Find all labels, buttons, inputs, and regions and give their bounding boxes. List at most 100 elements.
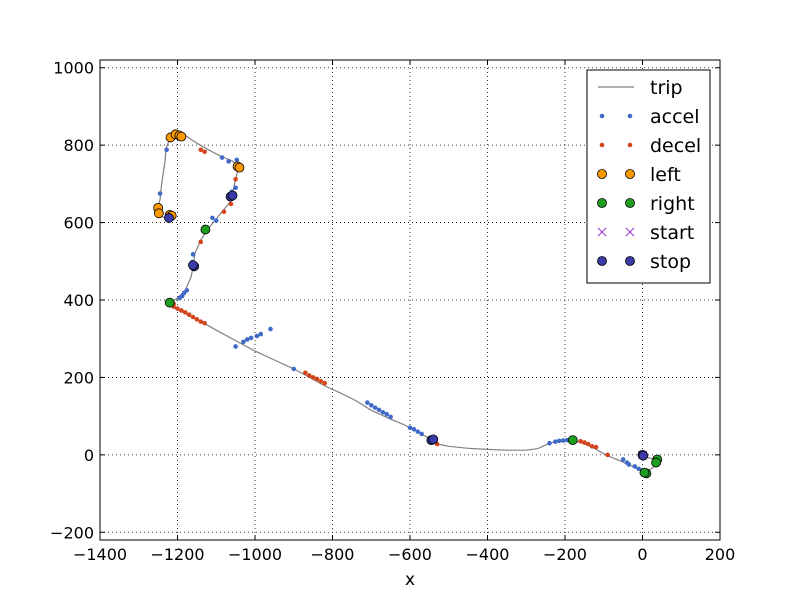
accel-point [244, 337, 250, 342]
y-tick-label: 0 [84, 446, 94, 465]
right-marker [164, 297, 175, 308]
right-marker [200, 224, 211, 235]
x-tick-label: −600 [388, 545, 432, 564]
y-tick-label: 600 [63, 214, 94, 233]
stop-marker [227, 190, 238, 201]
accel-point [419, 431, 424, 437]
legend-label: stop [650, 251, 691, 273]
series-decel [171, 147, 610, 458]
accel-point [415, 429, 421, 434]
accel-point [219, 155, 225, 160]
series-right [164, 224, 663, 479]
x-tick-label: −400 [466, 545, 510, 564]
accel-point [547, 440, 552, 446]
left-marker [234, 162, 245, 173]
accel-point [233, 185, 238, 191]
y-tick-label: 200 [63, 368, 94, 387]
accel-point [268, 326, 273, 332]
decel-point [202, 149, 207, 155]
stop-marker [428, 434, 439, 445]
series-stop [164, 190, 649, 461]
accel-point [626, 462, 632, 467]
decel-point [585, 441, 591, 447]
y-tick-label: −200 [50, 523, 94, 542]
stop-marker [188, 260, 198, 271]
legend-label: start [650, 222, 694, 244]
x-tick-label: −1200 [150, 545, 204, 564]
accel-point [372, 405, 378, 410]
decel-point [186, 312, 192, 318]
accel-point [636, 466, 641, 472]
accel-point [368, 402, 374, 408]
accel-point [291, 366, 297, 372]
accel-point [407, 425, 413, 431]
legend-entry-decel: decel [599, 135, 701, 157]
y-tick-label: 800 [63, 136, 94, 155]
decel-point [179, 308, 184, 313]
right-marker [651, 457, 661, 468]
accel-point [234, 157, 240, 163]
accel-point [560, 438, 566, 443]
decel-point [310, 375, 316, 380]
decel-point [198, 147, 204, 153]
accel-point [365, 400, 370, 405]
legend-label: decel [650, 135, 701, 157]
right-marker [639, 467, 650, 478]
ticks: −1400 −1200 −1000 −800 −600 −400 −200 0 200 −200 0… [50, 59, 735, 564]
legend-label: left [650, 164, 681, 186]
accel-point [233, 344, 238, 349]
decel-point [198, 239, 204, 245]
x-tick-label: −200 [543, 545, 587, 564]
legend-entry-accel: accel [599, 106, 700, 128]
left-marker [176, 131, 187, 142]
x-tick-label: −800 [311, 545, 355, 564]
accel-point [241, 339, 246, 345]
decel-point [582, 440, 587, 445]
legend-label: accel [650, 106, 700, 128]
decel-point [306, 373, 312, 378]
y-tick-label: 1000 [53, 59, 94, 78]
decel-point [605, 452, 610, 458]
x-tick-label: −1400 [73, 545, 127, 564]
legend-box [586, 69, 711, 284]
decel-point [202, 320, 207, 326]
accel-point [213, 218, 219, 223]
decel-point [190, 314, 196, 320]
legend-label: trip [650, 77, 683, 99]
accel-point [190, 252, 196, 257]
x-axis-label: x [405, 570, 415, 590]
x-tick-label: 0 [637, 545, 647, 564]
accel-point [632, 464, 638, 469]
accel-point [210, 215, 215, 221]
stop-marker [164, 213, 174, 223]
decel-point [322, 380, 328, 386]
accel-point [226, 159, 231, 164]
decel-point [228, 201, 234, 207]
decel-point [593, 444, 599, 450]
accel-point [177, 295, 182, 301]
legend-entry-start: start [597, 222, 694, 244]
decel-point [221, 209, 227, 215]
accel-point [384, 411, 390, 417]
legend-entry-left: left [597, 164, 681, 186]
accel-point [164, 147, 169, 153]
accel-point [258, 331, 264, 337]
decel-point [182, 310, 188, 315]
accel-point [376, 407, 382, 413]
legend-entry-right: right [597, 193, 695, 215]
legend-entry-trip: trip [598, 77, 683, 99]
accel-point [254, 333, 260, 339]
accel-point [620, 457, 626, 462]
decel-point [578, 438, 583, 444]
decel-point [194, 317, 200, 322]
accel-point [157, 191, 163, 196]
accel-point [248, 335, 254, 341]
legend: trip accel decel left right start stop [586, 69, 711, 284]
y-tick-label: 400 [63, 291, 94, 310]
accel-point [380, 409, 386, 415]
legend-label: right [650, 193, 695, 215]
x-tick-label: −1000 [228, 545, 282, 564]
accel-point [388, 414, 393, 420]
accel-point [553, 439, 558, 444]
